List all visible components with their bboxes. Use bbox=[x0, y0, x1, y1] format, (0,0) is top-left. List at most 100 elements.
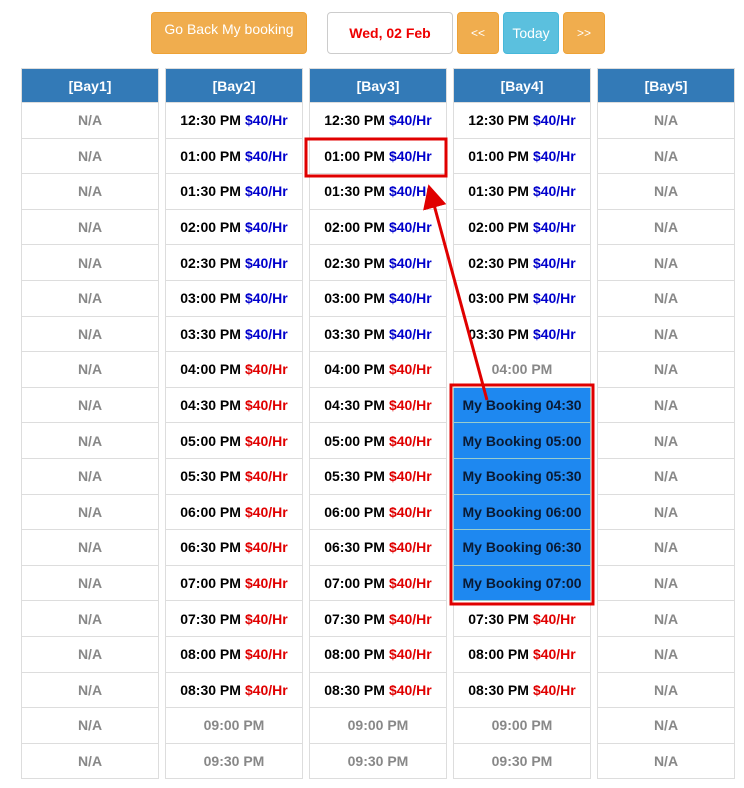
time-slot[interactable]: 01:30 PM $40/Hr bbox=[165, 174, 303, 210]
my-booking-slot[interactable]: My Booking 06:30 bbox=[453, 530, 591, 566]
slot-price: $40/Hr bbox=[388, 361, 432, 378]
slot-time: 08:30 PM bbox=[468, 681, 529, 698]
slot-price: $40/Hr bbox=[388, 290, 432, 307]
time-slot[interactable]: 05:00 PM $40/Hr bbox=[165, 423, 303, 459]
time-slot[interactable]: 12:30 PM $40/Hr bbox=[453, 103, 591, 139]
my-booking-slot[interactable]: My Booking 06:00 bbox=[453, 494, 591, 531]
time-slot[interactable]: 07:00 PM $40/Hr bbox=[165, 565, 303, 602]
slot-time: 08:30 PM bbox=[324, 681, 385, 698]
slot-time: 12:30 PM bbox=[468, 112, 529, 129]
slot-time: 02:30 PM bbox=[324, 254, 385, 271]
unavailable-slot: N/A bbox=[597, 743, 735, 780]
slot-time: 08:00 PM bbox=[468, 646, 529, 663]
unavailable-slot: N/A bbox=[21, 494, 159, 531]
slot-time: N/A bbox=[77, 183, 103, 200]
time-slot[interactable]: 02:00 PM $40/Hr bbox=[165, 209, 303, 246]
slot-time: N/A bbox=[77, 290, 103, 307]
time-slot[interactable]: 04:30 PM $40/Hr bbox=[309, 387, 447, 424]
previous-day-button[interactable]: << bbox=[457, 12, 499, 54]
slot-time: N/A bbox=[77, 752, 103, 769]
time-slot[interactable]: 03:30 PM $40/Hr bbox=[453, 316, 591, 353]
slot-time: 07:30 PM bbox=[180, 610, 241, 627]
unavailable-slot: N/A bbox=[597, 174, 735, 210]
time-slot[interactable]: 08:00 PM $40/Hr bbox=[453, 636, 591, 673]
slot-price: $40/Hr bbox=[244, 432, 288, 449]
slot-time: 07:30 PM bbox=[324, 610, 385, 627]
time-slot[interactable]: 03:30 PM $40/Hr bbox=[309, 316, 447, 353]
time-slot[interactable]: 08:00 PM $40/Hr bbox=[165, 636, 303, 673]
time-slot[interactable]: 08:30 PM $40/Hr bbox=[453, 672, 591, 709]
today-button[interactable]: Today bbox=[503, 12, 559, 54]
unavailable-slot: N/A bbox=[21, 458, 159, 495]
time-slot[interactable]: 08:30 PM $40/Hr bbox=[309, 672, 447, 709]
slot-time: 03:30 PM bbox=[324, 325, 385, 342]
unavailable-slot: N/A bbox=[21, 743, 159, 780]
time-slot[interactable]: 01:00 PM $40/Hr bbox=[309, 138, 447, 175]
unavailable-slot: N/A bbox=[21, 708, 159, 744]
slot-time: 06:00 PM bbox=[324, 503, 385, 520]
slot-time: 03:00 PM bbox=[180, 290, 241, 307]
go-back-my-booking-button[interactable]: Go Back My booking bbox=[151, 12, 307, 54]
slot-price: $40/Hr bbox=[388, 646, 432, 663]
time-slot[interactable]: 05:30 PM $40/Hr bbox=[309, 458, 447, 495]
slot-price: $40/Hr bbox=[388, 183, 432, 200]
time-slot[interactable]: 08:30 PM $40/Hr bbox=[165, 672, 303, 709]
slot-price: $40/Hr bbox=[388, 112, 432, 129]
time-slot[interactable]: 04:30 PM $40/Hr bbox=[165, 387, 303, 424]
slot-price: $40/Hr bbox=[388, 219, 432, 236]
time-slot[interactable]: 08:00 PM $40/Hr bbox=[309, 636, 447, 673]
time-slot[interactable]: 06:00 PM $40/Hr bbox=[309, 494, 447, 531]
my-booking-slot[interactable]: My Booking 07:00 bbox=[453, 565, 591, 602]
time-slot[interactable]: 05:00 PM $40/Hr bbox=[309, 423, 447, 459]
time-slot[interactable]: 01:00 PM $40/Hr bbox=[165, 138, 303, 175]
time-slot[interactable]: 02:30 PM $40/Hr bbox=[309, 245, 447, 281]
my-booking-slot[interactable]: My Booking 04:30 bbox=[453, 387, 591, 424]
slot-price: $40/Hr bbox=[244, 183, 288, 200]
time-slot[interactable]: 02:00 PM $40/Hr bbox=[453, 209, 591, 246]
slot-price: $40/Hr bbox=[388, 325, 432, 342]
slot-price: $40/Hr bbox=[244, 503, 288, 520]
time-slot[interactable]: 01:30 PM $40/Hr bbox=[453, 174, 591, 210]
bay-header: [Bay5] bbox=[597, 68, 735, 103]
time-slot[interactable]: 07:00 PM $40/Hr bbox=[309, 565, 447, 602]
time-slot[interactable]: 06:00 PM $40/Hr bbox=[165, 494, 303, 531]
date-display[interactable]: Wed, 02 Feb bbox=[327, 12, 453, 54]
time-slot[interactable]: 12:30 PM $40/Hr bbox=[309, 103, 447, 139]
slot-time: N/A bbox=[653, 397, 679, 414]
slot-price: $40/Hr bbox=[388, 397, 432, 414]
unavailable-slot: N/A bbox=[21, 601, 159, 637]
time-slot[interactable]: 05:30 PM $40/Hr bbox=[165, 458, 303, 495]
time-slot[interactable]: 03:00 PM $40/Hr bbox=[165, 280, 303, 317]
my-booking-slot[interactable]: My Booking 05:00 bbox=[453, 423, 591, 459]
time-slot[interactable]: 02:30 PM $40/Hr bbox=[165, 245, 303, 281]
next-day-button[interactable]: >> bbox=[563, 12, 605, 54]
time-slot[interactable]: 07:30 PM $40/Hr bbox=[309, 601, 447, 637]
slot-time: N/A bbox=[77, 646, 103, 663]
time-slot[interactable]: 04:00 PM $40/Hr bbox=[165, 352, 303, 388]
time-slot[interactable]: 07:30 PM $40/Hr bbox=[453, 601, 591, 637]
my-booking-slot[interactable]: My Booking 05:30 bbox=[453, 458, 591, 495]
time-slot[interactable]: 06:30 PM $40/Hr bbox=[309, 530, 447, 566]
time-slot[interactable]: 07:30 PM $40/Hr bbox=[165, 601, 303, 637]
slot-time: N/A bbox=[653, 325, 679, 342]
time-slot[interactable]: 02:00 PM $40/Hr bbox=[309, 209, 447, 246]
time-slot[interactable]: 06:30 PM $40/Hr bbox=[165, 530, 303, 566]
slot-price: $40/Hr bbox=[244, 681, 288, 698]
time-slot[interactable]: 03:00 PM $40/Hr bbox=[309, 280, 447, 317]
time-slot[interactable]: 03:00 PM $40/Hr bbox=[453, 280, 591, 317]
unavailable-slot: N/A bbox=[597, 708, 735, 744]
time-slot: 09:00 PM bbox=[453, 708, 591, 744]
bay-column: [Bay2] 12:30 PM $40/Hr 01:00 PM $40/Hr 01:30 … bbox=[165, 68, 303, 780]
time-slot[interactable]: 12:30 PM $40/Hr bbox=[165, 103, 303, 139]
slot-price: $40/Hr bbox=[244, 219, 288, 236]
time-slot[interactable]: 04:00 PM $40/Hr bbox=[309, 352, 447, 388]
time-slot[interactable]: 01:30 PM $40/Hr bbox=[309, 174, 447, 210]
slot-time: 02:00 PM bbox=[468, 219, 529, 236]
unavailable-slot: N/A bbox=[21, 672, 159, 709]
slot-time: N/A bbox=[653, 681, 679, 698]
time-slot[interactable]: 01:00 PM $40/Hr bbox=[453, 138, 591, 175]
slot-price: $40/Hr bbox=[388, 468, 432, 485]
slot-time: N/A bbox=[653, 112, 679, 129]
time-slot[interactable]: 03:30 PM $40/Hr bbox=[165, 316, 303, 353]
time-slot[interactable]: 02:30 PM $40/Hr bbox=[453, 245, 591, 281]
